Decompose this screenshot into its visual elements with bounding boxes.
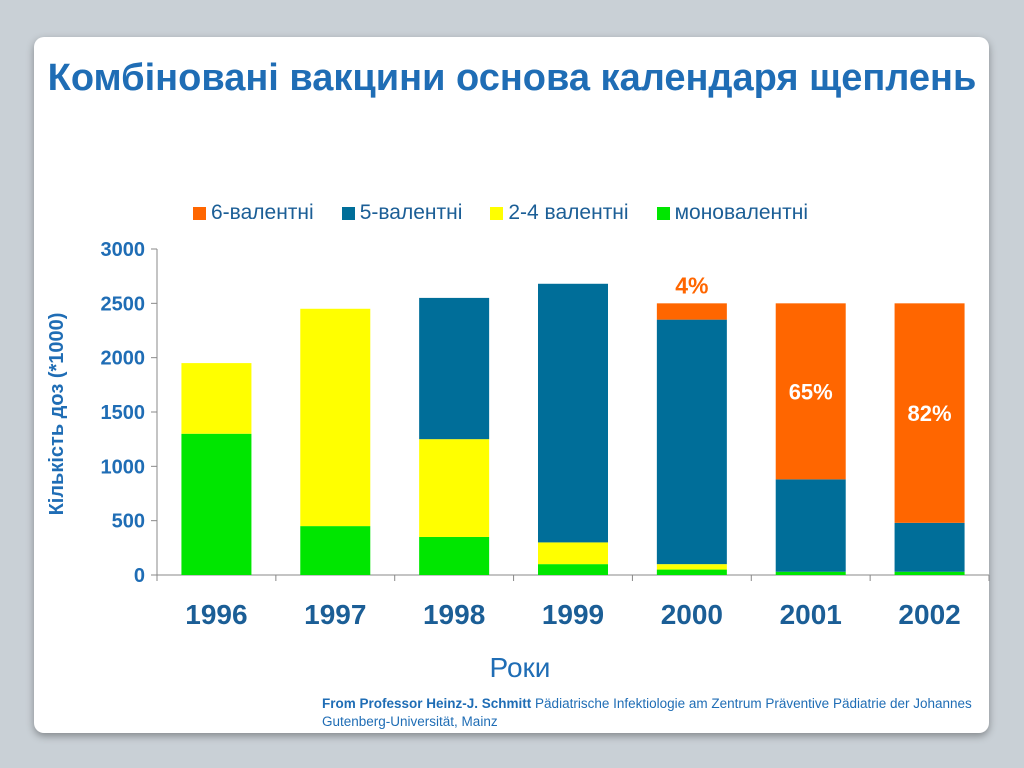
legend-item-mono: моновалентні (656, 201, 808, 225)
bar-segment-penta-2001 (775, 479, 846, 572)
y-axis-title: Кількість доз (*1000) (46, 313, 68, 516)
x-tick-label: 1999 (542, 599, 604, 630)
x-tick-label: 2002 (898, 599, 960, 630)
legend-swatch-mono (656, 206, 670, 220)
x-tick-label: 2000 (661, 599, 723, 630)
bar-segment-penta-1999 (538, 283, 608, 543)
x-tick-label: 1997 (304, 599, 366, 630)
x-tick-label: 1998 (423, 599, 485, 630)
bar-segment-hexa-2001 (775, 303, 846, 480)
pct-label-2000: 4% (675, 272, 708, 298)
legend-item-combo24: 2-4 валентні (490, 201, 629, 225)
bar-segment-combo24-1999 (538, 542, 608, 565)
x-axis-title: Роки (490, 652, 551, 683)
bar-segment-combo24-1996 (181, 363, 252, 434)
x-tick-label: 1996 (185, 599, 247, 630)
legend-label-penta: 5-валентні (359, 201, 463, 224)
source-author: From Professor Heinz-J. Schmitt (322, 696, 532, 711)
x-tick-label: 2001 (780, 599, 842, 630)
chart-legend: 6-валентні 5-валентні 2-4 валентні моновале… (193, 198, 808, 228)
bar-segment-penta-2000 (656, 319, 727, 565)
pct-label-2001: 65% (789, 379, 833, 404)
legend-item-hexa: 6-валентні (193, 201, 314, 225)
y-tick-label: 2500 (101, 293, 146, 315)
bar-segment-mono-2000 (656, 569, 727, 575)
legend-label-hexa: 6-валентні (211, 201, 314, 224)
bar-segment-mono-1996 (181, 433, 252, 575)
bar-segment-combo24-1998 (419, 439, 490, 537)
bar-segment-combo24-1997 (300, 308, 371, 527)
bar-segment-mono-1998 (419, 536, 490, 575)
bar-segment-penta-1998 (419, 297, 490, 440)
bar-segment-hexa-2002 (894, 303, 965, 523)
slide-title: Комбіновані вакцини основа календаря щеп… (47, 57, 977, 99)
legend-swatch-hexa (193, 206, 206, 220)
pct-label-2002: 82% (908, 401, 952, 426)
y-tick-label: 1000 (101, 456, 146, 478)
legend-swatch-penta (341, 206, 355, 220)
legend-item-penta: 5-валентні (341, 201, 463, 225)
bar-segment-hexa-2000 (656, 303, 727, 320)
y-tick-label: 2000 (101, 348, 146, 370)
y-tick-label: 0 (134, 565, 145, 587)
bar-segment-mono-2001 (775, 571, 846, 575)
source-affiliation: Pädiatrische Infektiologie am Zentrum Pr… (322, 696, 972, 729)
bar-segment-mono-1997 (300, 526, 371, 575)
bar-segment-penta-2002 (894, 522, 965, 572)
bar-segment-mono-2002 (894, 571, 965, 575)
bar-segment-combo24-2000 (656, 564, 727, 570)
legend-swatch-combo24 (490, 206, 504, 220)
source-citation: From Professor Heinz-J. Schmitt Pädiatri… (322, 695, 982, 731)
y-tick-label: 1500 (101, 402, 146, 424)
legend-label-mono: моновалентні (674, 201, 808, 224)
bar-segment-mono-1999 (538, 564, 608, 575)
y-tick-label: 3000 (101, 239, 146, 261)
legend-label-combo24: 2-4 валентні (508, 201, 629, 224)
y-tick-label: 500 (112, 511, 145, 533)
